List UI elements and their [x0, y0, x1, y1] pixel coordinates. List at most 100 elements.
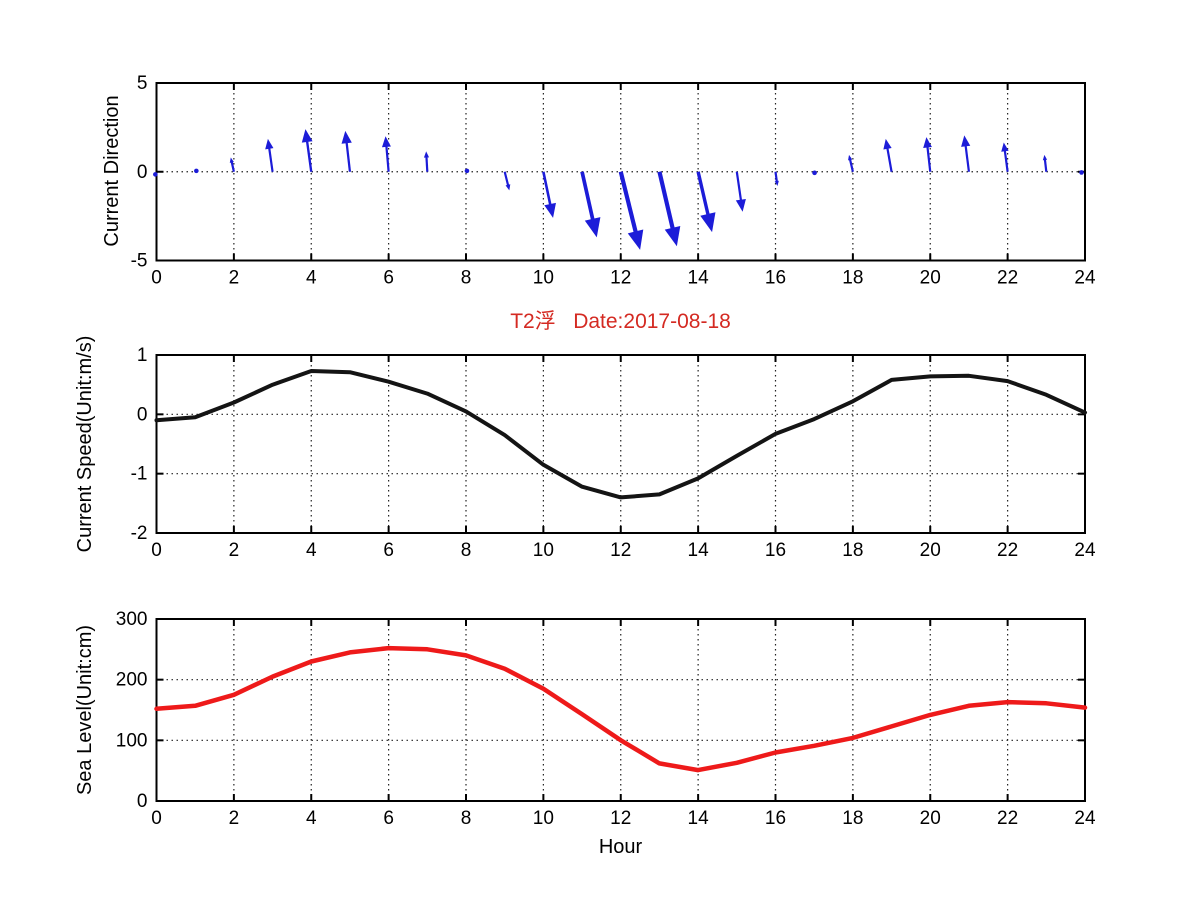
ylabel-current-direction: Current Direction	[101, 95, 123, 247]
sea-level-line	[154, 645, 1088, 773]
y-tick-label: 200	[116, 670, 148, 691]
x-tick-label: 22	[997, 808, 1018, 829]
current-arrow-head	[923, 137, 932, 149]
current-arrow-head	[423, 151, 430, 158]
current-arrow-head	[505, 184, 511, 191]
y-tick-label: 300	[116, 609, 148, 630]
current-arrow-head	[700, 212, 716, 233]
current-arrow-shaft	[925, 143, 932, 172]
current-arrow-shaft	[1043, 157, 1048, 172]
y-tick-label: -2	[131, 523, 148, 544]
x-tick-label: 16	[765, 808, 786, 829]
x-tick-label: 2	[229, 808, 240, 829]
y-tick-label: -5	[131, 251, 148, 272]
current-arrow-head	[544, 202, 556, 218]
current-arrow-head	[341, 130, 352, 144]
x-tick-label: 0	[151, 268, 162, 289]
x-tick-label: 10	[533, 808, 554, 829]
current-arrow-head	[1001, 142, 1009, 152]
x-tick-label: 0	[151, 808, 162, 829]
current-arrow-shaft	[885, 144, 893, 172]
x-tick-label: 10	[533, 540, 554, 561]
current-arrow-shaft	[542, 171, 553, 210]
x-tick-label: 4	[306, 540, 317, 561]
current-arrow-head	[848, 154, 853, 161]
x-tick-label: 22	[997, 268, 1018, 289]
x-tick-label: 14	[688, 540, 710, 561]
x-tick-label: 12	[610, 808, 631, 829]
current-arrow-shaft	[425, 154, 429, 172]
xlabel-hour: Hour	[598, 836, 643, 858]
x-tick-label: 18	[842, 268, 863, 289]
current-arrow-small	[1079, 170, 1084, 175]
y-tick-label: 0	[137, 791, 148, 812]
x-tick-label: 22	[997, 540, 1018, 561]
current-arrow-head	[664, 225, 681, 247]
x-tick-label: 24	[1074, 808, 1096, 829]
current-arrow-shaft	[618, 171, 640, 240]
x-tick-label: 6	[383, 808, 394, 829]
x-tick-label: 24	[1074, 268, 1096, 289]
x-tick-label: 18	[842, 808, 863, 829]
current-arrow-small	[194, 168, 199, 174]
current-arrow-head	[735, 198, 746, 212]
current-arrow-shaft	[657, 171, 677, 236]
current-arrow-shaft	[696, 171, 712, 222]
current-arrow-shaft	[345, 138, 352, 172]
current-arrow-head	[265, 138, 274, 150]
x-tick-label: 12	[610, 540, 631, 561]
x-tick-label: 18	[842, 540, 863, 561]
x-tick-label: 4	[306, 268, 317, 289]
current-arrow-head	[883, 138, 892, 150]
current-arrow-shaft	[580, 171, 597, 227]
current-arrow-head	[627, 229, 644, 250]
x-tick-label: 14	[688, 268, 710, 289]
x-tick-label: 12	[610, 268, 631, 289]
y-tick-label: 0	[137, 162, 148, 183]
y-tick-label: 1	[137, 345, 148, 366]
current-arrow-head	[774, 180, 779, 186]
current-arrow-shaft	[1003, 147, 1009, 172]
x-tick-label: 16	[765, 268, 786, 289]
x-tick-label: 8	[461, 808, 472, 829]
current-arrow-shaft	[305, 136, 313, 172]
current-arrow-shaft	[848, 157, 854, 172]
y-tick-label: 100	[116, 730, 148, 751]
x-tick-label: 20	[920, 268, 941, 289]
current-arrow-shaft	[503, 171, 510, 188]
y-tick-label: -1	[131, 464, 148, 485]
current-speed-line	[154, 369, 1087, 500]
current-arrow-shaft	[384, 142, 390, 172]
y-tick-label: 0	[137, 404, 148, 425]
current-arrow-head	[1042, 154, 1048, 161]
ylabel-sea-level: Sea Level(Unit:cm)	[74, 624, 96, 796]
current-arrow-small	[464, 168, 470, 174]
current-arrow-head	[301, 129, 313, 143]
x-tick-label: 8	[461, 268, 472, 289]
x-tick-label: 6	[383, 268, 394, 289]
current-arrow-head	[229, 157, 234, 163]
x-tick-label: 8	[461, 540, 472, 561]
x-tick-label: 2	[229, 268, 240, 289]
x-tick-label: 24	[1074, 540, 1096, 561]
current-arrow-shaft	[735, 171, 743, 205]
current-arrow-head	[961, 135, 971, 147]
x-tick-label: 4	[306, 808, 317, 829]
x-tick-label: 0	[151, 540, 162, 561]
x-tick-label: 16	[765, 540, 786, 561]
x-tick-label: 2	[229, 540, 240, 561]
current-arrow-shaft	[267, 144, 274, 172]
current-arrow-small	[812, 170, 817, 176]
y-tick-label: 5	[137, 73, 148, 94]
figure-title: T2浮 Date:2017-08-18	[510, 310, 731, 333]
current-arrow-small	[153, 172, 158, 177]
x-tick-label: 14	[688, 808, 710, 829]
current-arrow-head	[381, 136, 391, 148]
x-tick-label: 20	[920, 540, 941, 561]
current-arrow-head	[584, 217, 601, 238]
x-tick-label: 6	[383, 540, 394, 561]
x-tick-label: 10	[533, 268, 554, 289]
current-arrow-shaft	[964, 141, 971, 172]
